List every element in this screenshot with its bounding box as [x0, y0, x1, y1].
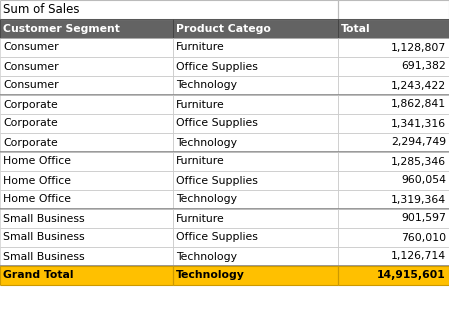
Text: 1,243,422: 1,243,422: [391, 80, 446, 90]
Text: Technology: Technology: [176, 138, 237, 148]
Bar: [338, 190, 449, 209]
Bar: [338, 19, 449, 38]
Text: Office Supplies: Office Supplies: [176, 232, 258, 242]
Text: Corporate: Corporate: [3, 100, 58, 110]
Bar: [0, 190, 173, 209]
Text: Furniture: Furniture: [176, 156, 224, 166]
Text: 1,862,841: 1,862,841: [391, 100, 446, 110]
Bar: [338, 0, 449, 19]
Text: Office Supplies: Office Supplies: [176, 62, 258, 72]
Bar: [338, 38, 449, 57]
Text: Product Catego: Product Catego: [176, 24, 271, 34]
Bar: [173, 114, 338, 133]
Text: Home Office: Home Office: [3, 194, 71, 204]
Bar: [173, 228, 338, 247]
Bar: [0, 19, 173, 38]
Text: Corporate: Corporate: [3, 118, 58, 128]
Bar: [338, 266, 449, 285]
Bar: [338, 76, 449, 95]
Bar: [173, 171, 338, 190]
Text: 760,010: 760,010: [401, 232, 446, 242]
Text: Customer Segment: Customer Segment: [3, 24, 120, 34]
Text: 14,915,601: 14,915,601: [377, 270, 446, 280]
Text: Technology: Technology: [176, 194, 237, 204]
Text: Total: Total: [341, 24, 371, 34]
Text: Corporate: Corporate: [3, 138, 58, 148]
Text: 691,382: 691,382: [401, 62, 446, 72]
Text: 1,285,346: 1,285,346: [391, 156, 446, 166]
Text: 1,341,316: 1,341,316: [391, 118, 446, 128]
Text: 2,294,749: 2,294,749: [391, 138, 446, 148]
Bar: [338, 152, 449, 171]
Bar: [173, 133, 338, 152]
Bar: [173, 190, 338, 209]
Bar: [173, 209, 338, 228]
Bar: [338, 171, 449, 190]
Text: Consumer: Consumer: [3, 62, 59, 72]
Bar: [173, 57, 338, 76]
Bar: [338, 133, 449, 152]
Text: Furniture: Furniture: [176, 42, 224, 52]
Bar: [0, 57, 173, 76]
Text: Technology: Technology: [176, 270, 245, 280]
Text: Small Business: Small Business: [3, 232, 84, 242]
Bar: [173, 266, 338, 285]
Bar: [173, 95, 338, 114]
Bar: [0, 228, 173, 247]
Bar: [338, 95, 449, 114]
Text: Home Office: Home Office: [3, 156, 71, 166]
Bar: [173, 152, 338, 171]
Bar: [338, 57, 449, 76]
Text: Office Supplies: Office Supplies: [176, 118, 258, 128]
Text: Technology: Technology: [176, 80, 237, 90]
Text: Furniture: Furniture: [176, 214, 224, 224]
Text: Home Office: Home Office: [3, 176, 71, 186]
Bar: [173, 19, 338, 38]
Bar: [338, 209, 449, 228]
Bar: [338, 247, 449, 266]
Text: 1,128,807: 1,128,807: [391, 42, 446, 52]
Bar: [173, 247, 338, 266]
Text: 1,126,714: 1,126,714: [391, 252, 446, 262]
Text: 901,597: 901,597: [401, 214, 446, 224]
Bar: [0, 152, 173, 171]
Text: Grand Total: Grand Total: [3, 270, 74, 280]
Text: Office Supplies: Office Supplies: [176, 176, 258, 186]
Text: Small Business: Small Business: [3, 214, 84, 224]
Text: Furniture: Furniture: [176, 100, 224, 110]
Text: 1,319,364: 1,319,364: [391, 194, 446, 204]
Bar: [0, 95, 173, 114]
Text: Technology: Technology: [176, 252, 237, 262]
Text: Consumer: Consumer: [3, 42, 59, 52]
Bar: [0, 38, 173, 57]
Bar: [173, 76, 338, 95]
Bar: [338, 114, 449, 133]
Text: 960,054: 960,054: [401, 176, 446, 186]
Bar: [0, 114, 173, 133]
Bar: [0, 133, 173, 152]
Text: Sum of Sales: Sum of Sales: [3, 3, 79, 16]
Bar: [0, 266, 173, 285]
Text: Consumer: Consumer: [3, 80, 59, 90]
Bar: [0, 76, 173, 95]
Bar: [0, 0, 338, 19]
Text: Small Business: Small Business: [3, 252, 84, 262]
Bar: [0, 247, 173, 266]
Bar: [0, 209, 173, 228]
Bar: [338, 228, 449, 247]
Bar: [0, 171, 173, 190]
Bar: [173, 38, 338, 57]
